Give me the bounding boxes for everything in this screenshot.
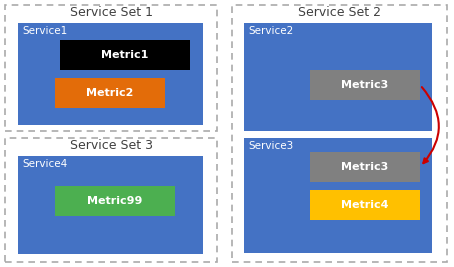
Text: Metric3: Metric3 [341, 162, 389, 172]
Text: Metric1: Metric1 [101, 50, 149, 60]
Text: Metric4: Metric4 [341, 200, 389, 210]
Text: Metric3: Metric3 [341, 80, 389, 90]
Bar [232, 5, 447, 262]
Text: Service3: Service3 [248, 141, 294, 151]
Bar [55, 78, 165, 108]
Bar [244, 23, 432, 131]
Text: Service Set 1: Service Set 1 [69, 6, 153, 19]
Bar [310, 70, 420, 100]
Bar [18, 156, 203, 254]
Bar [310, 152, 420, 182]
Bar [5, 138, 217, 262]
Text: Metric2: Metric2 [86, 88, 133, 98]
Bar [5, 5, 217, 131]
Text: Service1: Service1 [23, 26, 68, 36]
Bar [18, 23, 203, 125]
Bar [310, 190, 420, 220]
Bar [60, 40, 190, 70]
Text: Service2: Service2 [248, 26, 294, 36]
Text: Service Set 2: Service Set 2 [298, 6, 381, 19]
Bar [244, 138, 432, 253]
Bar [55, 186, 175, 216]
Text: Metric99: Metric99 [87, 196, 143, 206]
Text: Service Set 3: Service Set 3 [69, 139, 153, 152]
Text: Service4: Service4 [23, 159, 68, 169]
